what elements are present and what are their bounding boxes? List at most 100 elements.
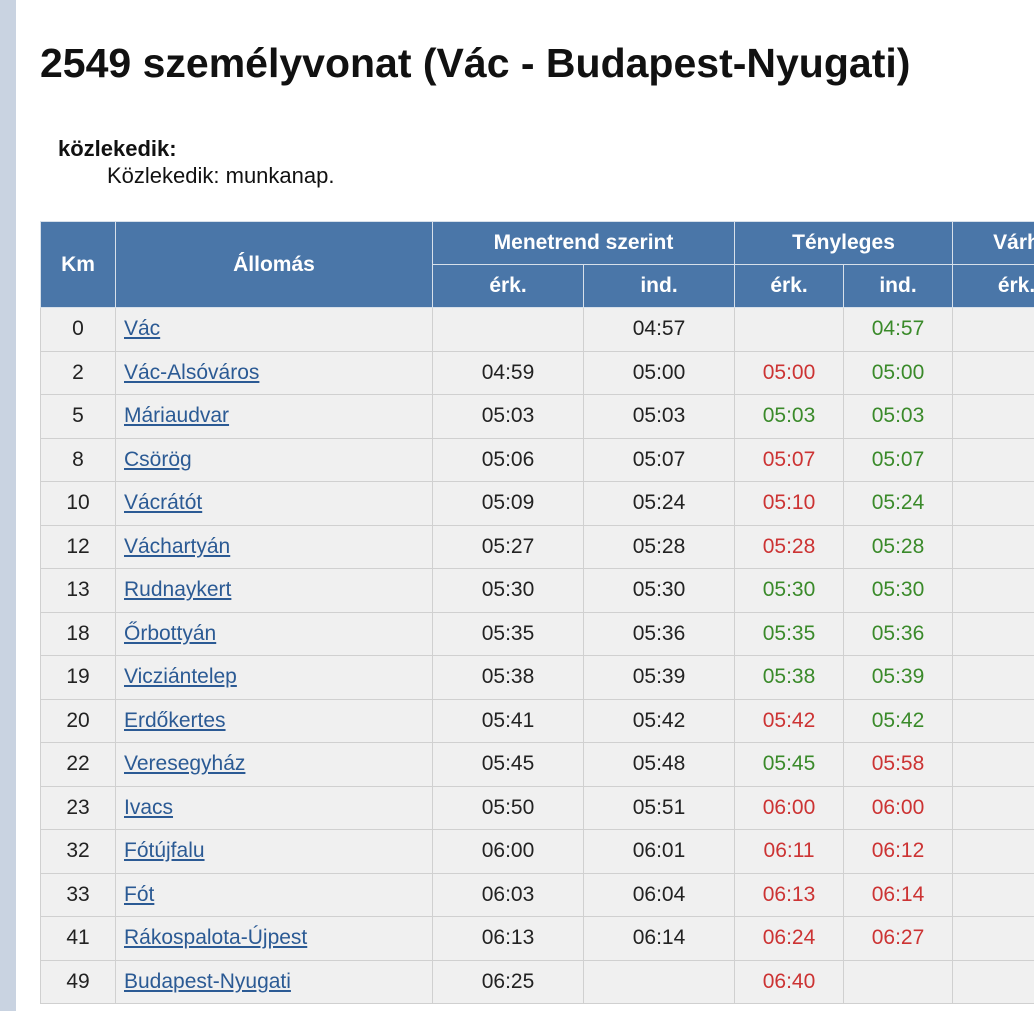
station-link[interactable]: Őrbottyán — [124, 621, 217, 645]
station-link[interactable]: Rudnaykert — [124, 578, 232, 602]
station-cell: Rudnaykert — [115, 568, 433, 613]
table-row: 12 Váchartyán 05:27 05:28 05:28 05:28 — [40, 524, 1034, 569]
station-cell: Őrbottyán — [115, 611, 433, 656]
scheduled-departure-cell: 05:39 — [582, 655, 736, 700]
header-scheduled: Menetrend szerint — [431, 221, 736, 265]
scheduled-departure-cell — [582, 959, 736, 1004]
scheduled-departure-cell: 05:00 — [582, 350, 736, 395]
expected-arrival-cell — [952, 872, 1034, 917]
scheduled-arrival-cell: 06:00 — [432, 829, 584, 874]
scheduled-arrival-cell: 06:13 — [432, 916, 584, 961]
km-cell: 5 — [40, 394, 116, 439]
station-cell: Vác-Alsóváros — [115, 350, 433, 395]
expected-arrival-cell — [952, 916, 1034, 961]
table-row: 10 Vácrátót 05:09 05:24 05:10 05:24 — [40, 481, 1034, 526]
actual-departure-cell — [843, 959, 954, 1004]
km-cell: 22 — [40, 742, 116, 787]
running-value: Közlekedik: munkanap. — [107, 163, 335, 188]
table-row: 22 Veresegyház 05:45 05:48 05:45 05:58 — [40, 742, 1034, 787]
actual-departure-cell: 05:42 — [843, 698, 954, 743]
station-cell: Fótújfalu — [115, 829, 433, 874]
expected-arrival-cell — [952, 698, 1034, 743]
scheduled-arrival-cell: 05:38 — [432, 655, 584, 700]
actual-departure-cell: 06:27 — [843, 916, 954, 961]
station-link[interactable]: Veresegyház — [124, 752, 246, 776]
expected-arrival-cell — [952, 437, 1034, 482]
scheduled-arrival-cell — [432, 307, 584, 352]
table-row: 2 Vác-Alsóváros 04:59 05:00 05:00 05:00 — [40, 350, 1034, 395]
station-link[interactable]: Rákospalota-Újpest — [124, 926, 308, 950]
scheduled-arrival-cell: 05:09 — [432, 481, 584, 526]
station-cell: Csörög — [115, 437, 433, 482]
km-cell: 33 — [40, 872, 116, 917]
station-link[interactable]: Ivacs — [124, 795, 174, 819]
station-link[interactable]: Vácrátót — [124, 491, 203, 515]
expected-arrival-cell — [952, 829, 1034, 874]
table-row: 20 Erdőkertes 05:41 05:42 05:42 05:42 — [40, 698, 1034, 743]
page-title: 2549 személyvonat (Vác - Budapest-Nyugat… — [40, 40, 911, 86]
station-link[interactable]: Vác-Alsóváros — [124, 360, 260, 384]
station-link[interactable]: Váchartyán — [124, 534, 231, 558]
table-row: 0 Vác 04:57 04:57 — [40, 307, 1034, 352]
km-cell: 2 — [40, 350, 116, 395]
station-link[interactable]: Vicziántelep — [124, 665, 237, 689]
scheduled-arrival-cell: 05:41 — [432, 698, 584, 743]
expected-arrival-cell — [952, 785, 1034, 830]
header-actual-dep: ind. — [843, 264, 954, 308]
actual-arrival-cell: 05:42 — [734, 698, 845, 743]
actual-departure-cell: 05:39 — [843, 655, 954, 700]
station-cell: Rákospalota-Újpest — [115, 916, 433, 961]
header-sched-arr: érk. — [432, 264, 584, 308]
station-link[interactable]: Budapest-Nyugati — [124, 969, 291, 993]
scheduled-departure-cell: 05:07 — [582, 437, 736, 482]
km-cell: 10 — [40, 481, 116, 526]
expected-arrival-cell — [952, 611, 1034, 656]
station-cell: Erdőkertes — [115, 698, 433, 743]
table-row: 49 Budapest-Nyugati 06:25 06:40 — [40, 959, 1034, 1004]
expected-arrival-cell — [952, 655, 1034, 700]
actual-arrival-cell: 06:24 — [734, 916, 845, 961]
station-link[interactable]: Csörög — [124, 447, 192, 471]
station-cell: Ivacs — [115, 785, 433, 830]
header-station: Állomás — [115, 221, 433, 308]
actual-arrival-cell: 06:11 — [734, 829, 845, 874]
header-expected-arr: érk. — [952, 264, 1034, 308]
station-link[interactable]: Vác — [124, 317, 161, 341]
header-sched-dep: ind. — [582, 264, 736, 308]
table-row: 5 Máriaudvar 05:03 05:03 05:03 05:03 — [40, 394, 1034, 439]
scheduled-arrival-cell: 05:27 — [432, 524, 584, 569]
actual-departure-cell: 04:57 — [843, 307, 954, 352]
station-cell: Máriaudvar — [115, 394, 433, 439]
km-cell: 32 — [40, 829, 116, 874]
actual-arrival-cell: 05:38 — [734, 655, 845, 700]
actual-arrival-cell: 06:13 — [734, 872, 845, 917]
header-km: Km — [40, 221, 116, 308]
station-link[interactable]: Fótújfalu — [124, 839, 205, 863]
header-expected: Várh — [952, 221, 1034, 265]
scheduled-arrival-cell: 05:35 — [432, 611, 584, 656]
table-row: 19 Vicziántelep 05:38 05:39 05:38 05:39 — [40, 655, 1034, 700]
km-cell: 23 — [40, 785, 116, 830]
station-link[interactable]: Máriaudvar — [124, 404, 230, 428]
scheduled-arrival-cell: 05:06 — [432, 437, 584, 482]
km-cell: 18 — [40, 611, 116, 656]
scheduled-arrival-cell: 04:59 — [432, 350, 584, 395]
scheduled-arrival-cell: 06:25 — [432, 959, 584, 1004]
table-row: 8 Csörög 05:06 05:07 05:07 05:07 — [40, 437, 1034, 482]
running-label: közlekedik: — [58, 136, 177, 161]
actual-departure-cell: 06:14 — [843, 872, 954, 917]
actual-arrival-cell: 06:40 — [734, 959, 845, 1004]
scheduled-departure-cell: 05:51 — [582, 785, 736, 830]
scheduled-departure-cell: 05:24 — [582, 481, 736, 526]
km-cell: 41 — [40, 916, 116, 961]
timetable: Km Állomás Menetrend szerint Tényleges V… — [40, 221, 1034, 1004]
scheduled-departure-cell: 05:36 — [582, 611, 736, 656]
actual-departure-cell: 05:28 — [843, 524, 954, 569]
page: 2549 személyvonat (Vác - Budapest-Nyugat… — [16, 0, 1034, 1011]
station-cell: Vác — [115, 307, 433, 352]
expected-arrival-cell — [952, 350, 1034, 395]
actual-arrival-cell — [734, 307, 845, 352]
station-link[interactable]: Erdőkertes — [124, 708, 226, 732]
station-link[interactable]: Fót — [124, 882, 155, 906]
actual-arrival-cell: 05:30 — [734, 568, 845, 613]
